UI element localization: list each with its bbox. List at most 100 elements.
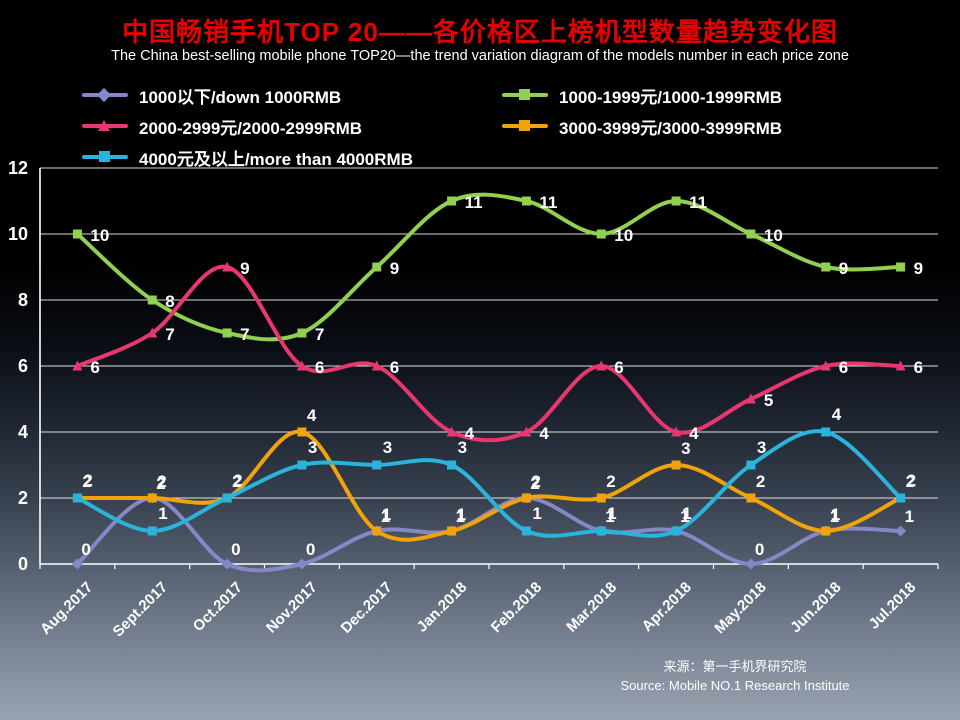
data-point-label: 1	[532, 504, 541, 523]
x-axis-category-label: Mar.2018	[563, 579, 620, 636]
y-axis-tick-label: 2	[18, 488, 28, 508]
y-axis-tick-label: 6	[18, 356, 28, 376]
data-point-label: 0	[306, 540, 315, 559]
square-marker-icon	[671, 526, 681, 536]
data-point-label: 8	[165, 292, 174, 311]
square-marker-icon	[447, 526, 457, 536]
data-point-label: 11	[539, 193, 557, 212]
square-marker-icon	[372, 460, 382, 470]
square-marker-icon	[596, 526, 606, 536]
data-point-label: 1	[381, 507, 390, 526]
data-point-label: 4	[539, 424, 549, 443]
square-marker-icon	[596, 493, 606, 503]
data-point-label: 11	[465, 193, 483, 212]
data-point-label: 9	[240, 259, 249, 278]
diamond-marker-icon	[221, 558, 233, 570]
x-axis-category-label: Feb.2018	[488, 579, 545, 636]
triangle-marker-icon	[147, 327, 158, 338]
data-point-label: 1	[831, 505, 840, 524]
square-marker-icon	[72, 229, 82, 239]
square-marker-icon	[821, 526, 831, 536]
data-point-label: 2	[907, 471, 916, 490]
data-point-label: 2	[531, 472, 540, 491]
data-point-label: 2	[83, 471, 92, 490]
data-point-label: 1	[158, 504, 167, 523]
data-point-label: 4	[689, 424, 699, 443]
data-point-label: 4	[465, 424, 475, 443]
square-marker-icon	[521, 526, 531, 536]
data-point-label: 2	[82, 472, 91, 491]
square-marker-icon	[72, 493, 82, 503]
data-point-label: 1	[682, 504, 691, 523]
triangle-marker-icon	[72, 360, 83, 371]
square-marker-icon	[447, 196, 457, 206]
triangle-marker-icon	[296, 360, 307, 371]
square-marker-icon	[222, 328, 232, 338]
data-point-label: 2	[233, 471, 242, 490]
data-point-label: 7	[315, 325, 324, 344]
x-axis-category-label: Jan.2018	[414, 579, 471, 636]
series-line-1	[75, 192, 903, 342]
data-point-label: 10	[614, 226, 633, 245]
x-axis-category-label: Jun.2018	[787, 579, 844, 636]
legend-item-4: 4000元及以上/more than 4000RMB	[82, 146, 502, 169]
data-point-label: 9	[839, 259, 848, 278]
data-point-label: 2	[906, 472, 915, 491]
square-legend-marker-icon	[502, 87, 548, 103]
x-axis-category-label: Nov.2017	[263, 579, 321, 637]
square-marker-icon	[521, 493, 531, 503]
legend-item-0: 1000以下/down 1000RMB	[82, 84, 502, 107]
data-point-label: 2	[530, 474, 539, 493]
square-marker-icon	[222, 493, 232, 503]
data-point-label: 5	[764, 391, 773, 410]
triangle-marker-icon	[895, 360, 906, 371]
data-point-label: 6	[390, 358, 399, 377]
square-legend-marker-icon	[82, 149, 128, 165]
chart-title: 中国畅销手机TOP 20——各价格区上榜机型数量趋势变化图	[122, 17, 838, 47]
square-marker-icon	[147, 526, 157, 536]
square-marker-icon	[521, 196, 531, 206]
x-axis-category-label: Jul.2018	[866, 579, 920, 633]
data-point-label: 2	[157, 472, 166, 491]
series-line-4	[75, 429, 903, 538]
data-point-label: 3	[383, 438, 392, 457]
data-point-label: 6	[315, 358, 324, 377]
square-marker-icon	[297, 427, 307, 437]
triangle-marker-icon	[371, 360, 382, 371]
square-marker-icon	[372, 262, 382, 272]
legend-item-3: 3000-3999元/3000-3999RMB	[502, 115, 922, 138]
source-line-en: Source: Mobile NO.1 Research Institute	[620, 677, 850, 693]
data-point-label: 1	[607, 504, 616, 523]
data-point-label: 2	[156, 474, 165, 493]
square-marker-icon	[671, 196, 681, 206]
legend-label: 1000-1999元/1000-1999RMB	[559, 87, 783, 107]
data-point-label: 3	[681, 439, 690, 458]
diamond-legend-marker-icon	[82, 87, 128, 103]
square-marker-icon	[896, 262, 906, 272]
square-marker-icon	[671, 460, 681, 470]
data-point-label: 2	[232, 472, 241, 491]
x-axis-category-label: May.2018	[711, 579, 769, 637]
square-marker-icon	[896, 493, 906, 503]
diamond-marker-icon	[745, 558, 757, 570]
data-point-label: 1	[830, 507, 839, 526]
data-point-label: 11	[689, 193, 707, 212]
square-marker-icon	[147, 295, 157, 305]
data-point-label: 6	[914, 358, 923, 377]
data-point-label: 9	[914, 259, 923, 278]
data-point-label: 1	[456, 507, 465, 526]
legend-item-1: 1000-1999元/1000-1999RMB	[502, 84, 922, 107]
square-marker-icon	[746, 493, 756, 503]
x-axis-category-label: Dec.2017	[338, 579, 396, 637]
data-point-label: 2	[756, 472, 765, 491]
data-point-label: 3	[757, 438, 766, 457]
square-marker-icon	[372, 526, 382, 536]
data-point-label: 10	[764, 226, 783, 245]
data-point-label: 7	[165, 325, 174, 344]
legend-label: 2000-2999元/2000-2999RMB	[139, 118, 363, 138]
data-point-label: 3	[308, 438, 317, 457]
chart-subtitle: The China best-selling mobile phone TOP2…	[111, 48, 849, 64]
y-axis-tick-label: 8	[18, 290, 28, 310]
